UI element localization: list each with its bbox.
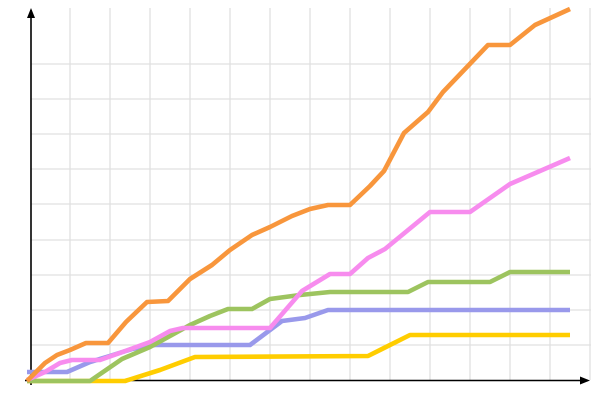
x-axis-arrowhead-icon xyxy=(580,376,590,385)
series-yellow-line xyxy=(27,332,570,384)
grid-lines xyxy=(31,8,591,380)
y-axis-arrowhead-icon xyxy=(27,8,35,18)
series-pink-line xyxy=(26,155,571,383)
series-green-line xyxy=(27,269,570,384)
series-lines xyxy=(25,6,571,384)
series-orange-line xyxy=(25,6,571,383)
